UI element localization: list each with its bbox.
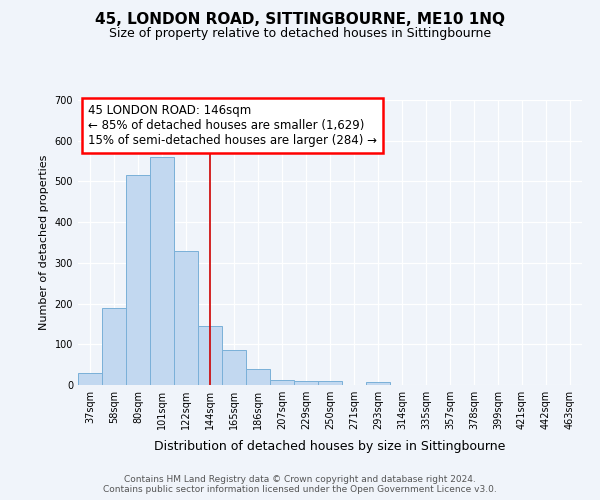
Bar — [102, 308, 126, 385]
Bar — [150, 157, 174, 385]
Bar — [198, 326, 222, 385]
Bar — [126, 176, 150, 385]
Bar — [222, 350, 246, 385]
Bar — [78, 373, 102, 385]
X-axis label: Distribution of detached houses by size in Sittingbourne: Distribution of detached houses by size … — [154, 440, 506, 454]
Bar — [270, 380, 294, 385]
Text: Contains HM Land Registry data © Crown copyright and database right 2024.
Contai: Contains HM Land Registry data © Crown c… — [103, 474, 497, 494]
Text: Size of property relative to detached houses in Sittingbourne: Size of property relative to detached ho… — [109, 28, 491, 40]
Bar — [318, 381, 342, 385]
Bar — [174, 250, 198, 385]
Bar — [246, 368, 270, 385]
Text: 45 LONDON ROAD: 146sqm
← 85% of detached houses are smaller (1,629)
15% of semi-: 45 LONDON ROAD: 146sqm ← 85% of detached… — [88, 104, 377, 148]
Bar — [294, 381, 318, 385]
Text: 45, LONDON ROAD, SITTINGBOURNE, ME10 1NQ: 45, LONDON ROAD, SITTINGBOURNE, ME10 1NQ — [95, 12, 505, 28]
Bar — [366, 382, 390, 385]
Y-axis label: Number of detached properties: Number of detached properties — [39, 155, 49, 330]
